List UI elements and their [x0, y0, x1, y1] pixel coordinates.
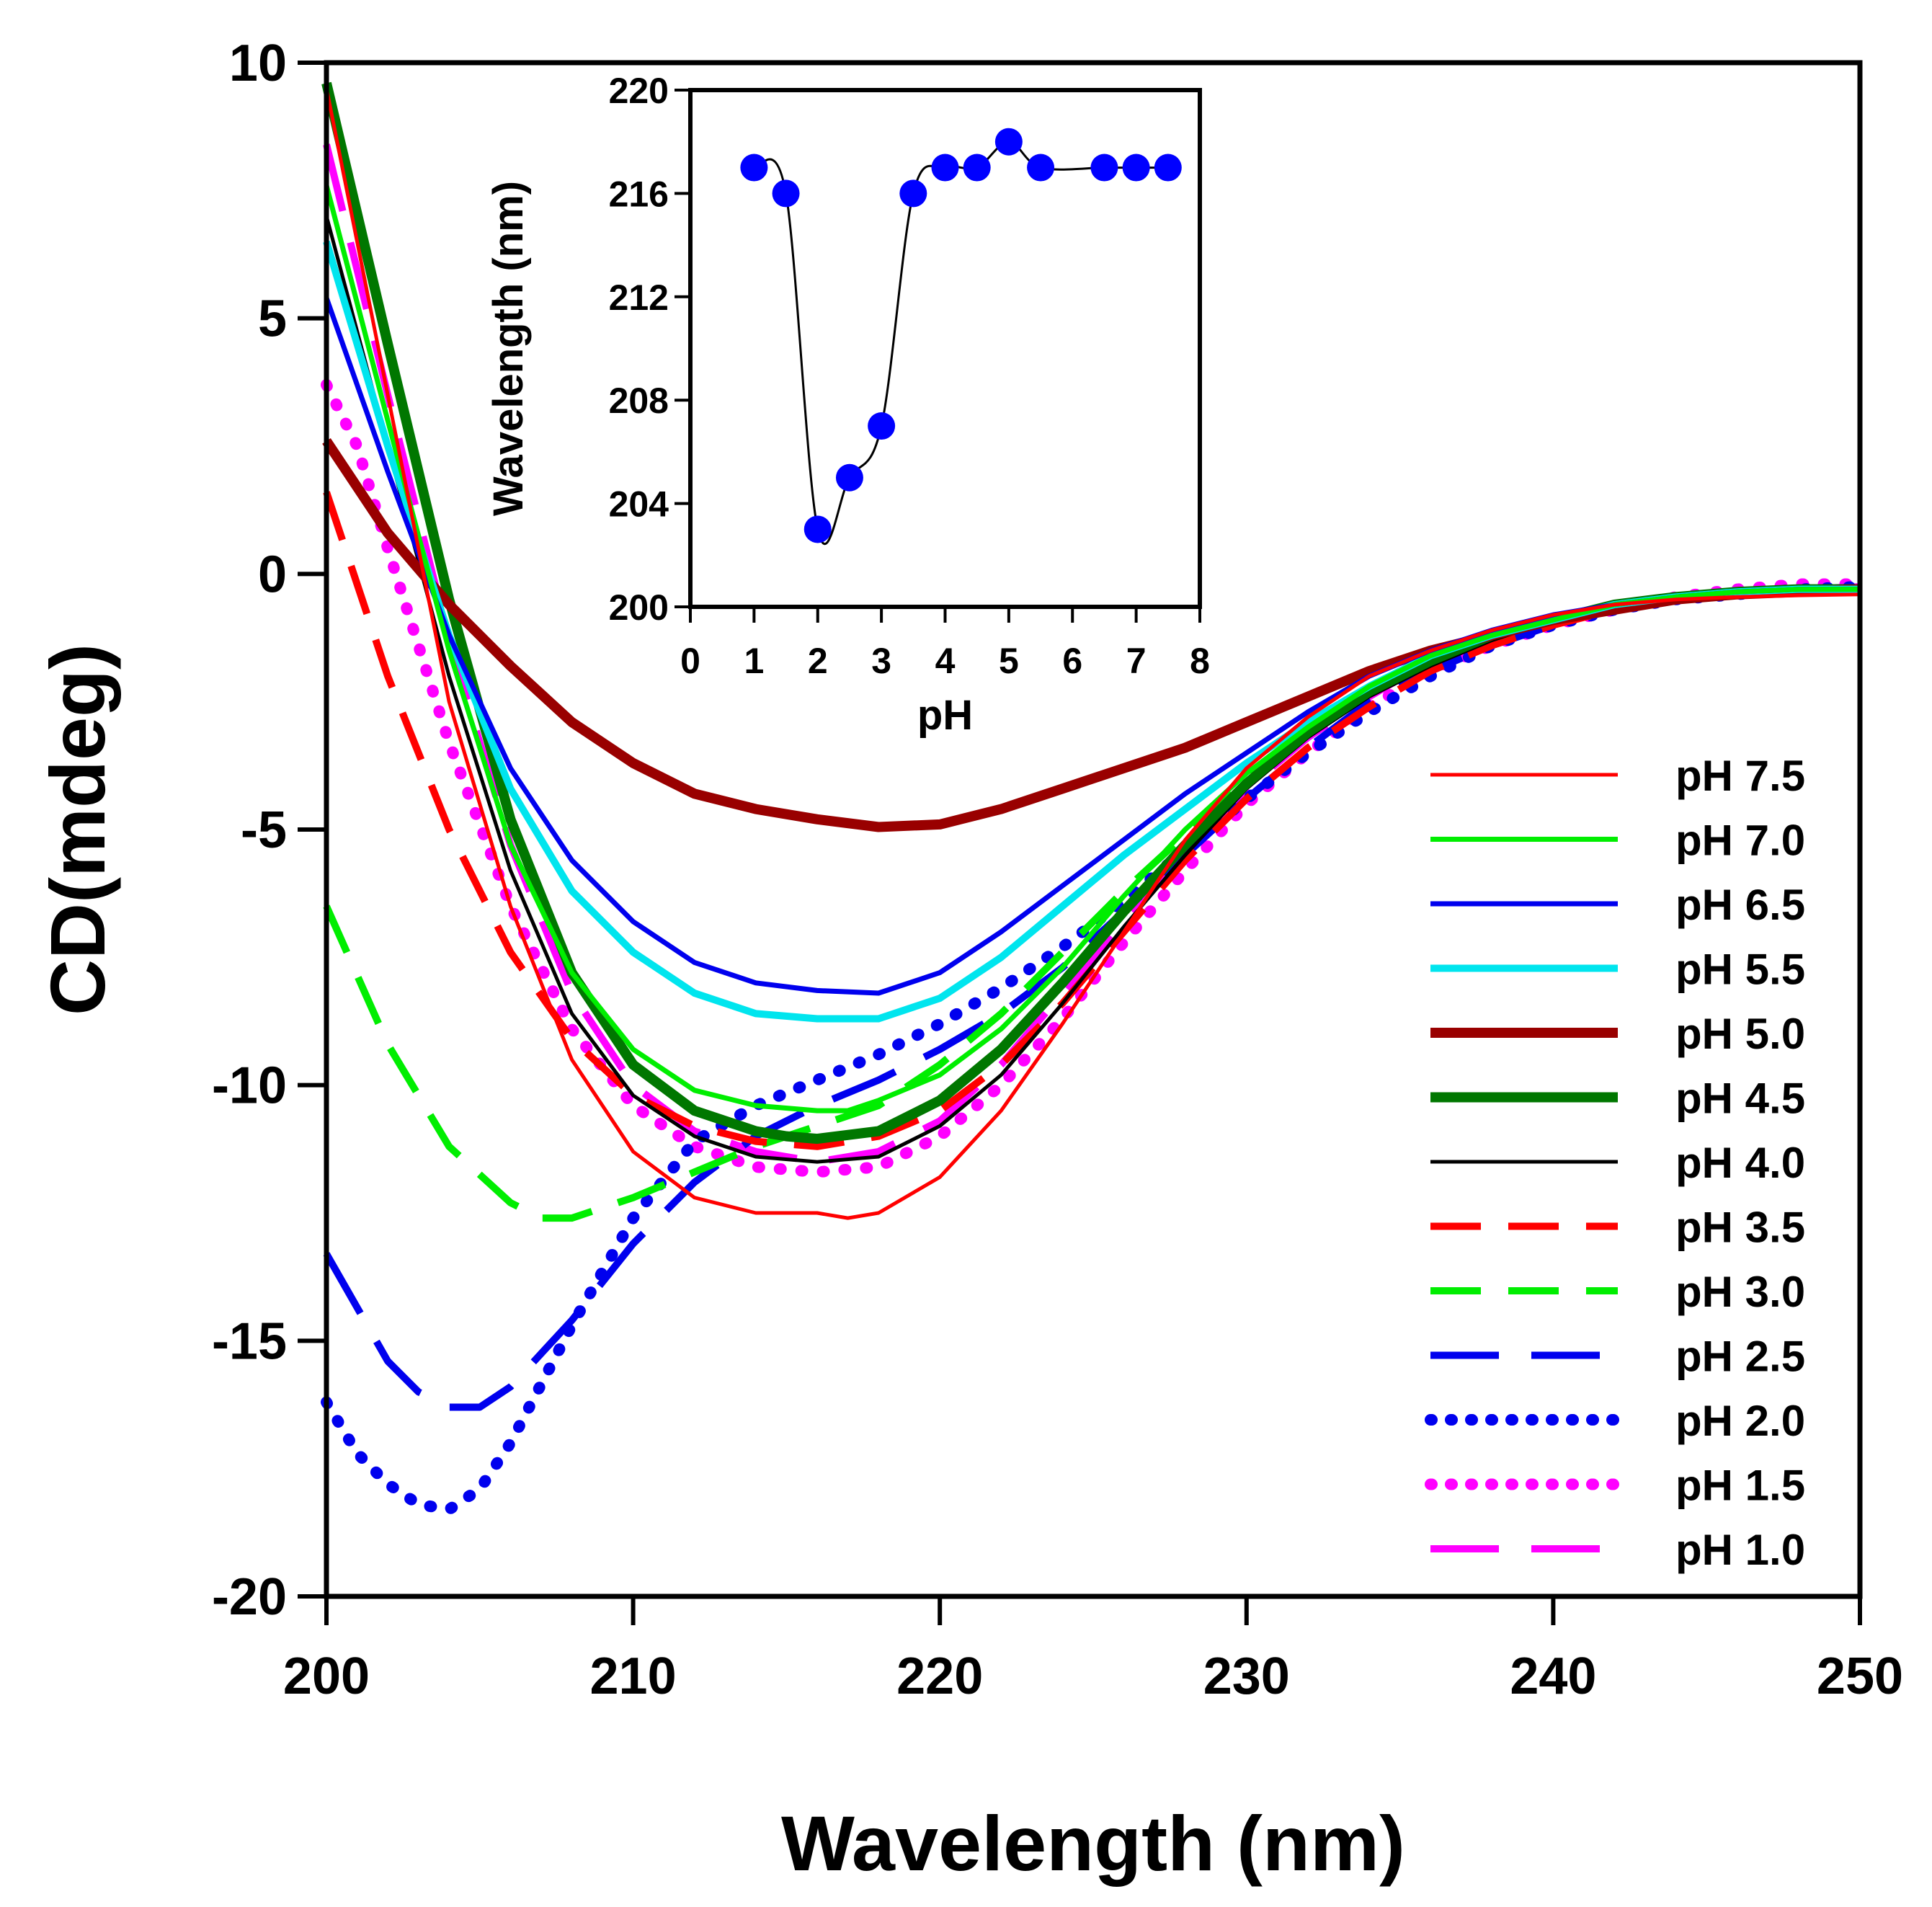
- inset-data-point: [931, 154, 959, 182]
- inset-data-point: [740, 154, 768, 182]
- inset-x-tick-label: 3: [871, 641, 891, 681]
- legend-label: pH 6.5: [1675, 881, 1805, 929]
- inset-data-point: [835, 463, 863, 492]
- inset-y-tick-label: 220: [609, 71, 669, 111]
- legend-label: pH 2.0: [1675, 1397, 1805, 1445]
- inset-x-tick-label: 6: [1062, 641, 1082, 681]
- y-tick-label: 0: [258, 546, 287, 603]
- inset-data-point: [1027, 154, 1055, 182]
- y-tick-label: -10: [212, 1057, 287, 1115]
- legend-label: pH 2.5: [1675, 1333, 1805, 1381]
- inset-y-axis-label: Wavelength (nm): [485, 181, 532, 516]
- inset-data-point: [963, 154, 991, 182]
- y-tick-label: 10: [229, 35, 287, 92]
- inset-y-tick-label: 216: [609, 174, 669, 214]
- inset-x-tick-label: 7: [1126, 641, 1147, 681]
- inset-x-tick-label: 1: [744, 641, 764, 681]
- inset-data-point: [1122, 154, 1150, 182]
- y-tick-label: -20: [212, 1568, 287, 1626]
- y-tick-label: 5: [258, 290, 287, 348]
- legend-label: pH 7.5: [1675, 752, 1805, 800]
- series-line-ph-2-5: [323, 585, 1861, 1411]
- legend-label: pH 7.0: [1675, 817, 1805, 865]
- x-tick-label: 230: [1203, 1648, 1290, 1705]
- y-axis-label: CD(mdeg): [34, 644, 121, 1015]
- inset-data-point: [899, 179, 927, 208]
- series-line-ph-7-5: [324, 88, 1861, 1220]
- inset-x-tick-label: 5: [999, 641, 1019, 681]
- y-tick-label: -5: [241, 801, 287, 859]
- inset-y-tick-label: 208: [609, 381, 669, 421]
- inset-y-tick-label: 200: [609, 587, 669, 628]
- legend-label: pH 4.0: [1675, 1139, 1805, 1187]
- inset-trend-line: [753, 141, 1168, 546]
- inset-y-tick-label: 212: [609, 277, 669, 318]
- series-line-ph-3-0: [323, 585, 1861, 1222]
- legend-label: pH 5.0: [1675, 1010, 1805, 1058]
- x-tick-label: 250: [1817, 1648, 1903, 1705]
- y-tick-label: -15: [212, 1312, 287, 1370]
- inset-data-point: [868, 412, 896, 440]
- legend-label: pH 3.5: [1675, 1204, 1805, 1252]
- x-tick-label: 220: [896, 1648, 983, 1705]
- inset-y-tick-label: 204: [609, 484, 669, 525]
- legend-label: pH 4.5: [1675, 1075, 1805, 1123]
- inset-data-point: [803, 515, 832, 543]
- legend-label: pH 1.0: [1675, 1526, 1805, 1574]
- inset-x-tick-label: 0: [680, 641, 700, 681]
- legend-label: pH 1.5: [1675, 1462, 1805, 1510]
- series-line-ph-1-0: [323, 143, 1861, 1166]
- x-tick-label: 210: [590, 1648, 677, 1705]
- inset-data-point: [1090, 154, 1118, 182]
- inset-x-tick-label: 2: [808, 641, 828, 681]
- inset-x-axis-label: pH: [917, 692, 973, 739]
- series-line-ph-5-0: [322, 438, 1861, 832]
- x-tick-label: 240: [1510, 1648, 1596, 1705]
- legend-box: [1409, 742, 1834, 1593]
- inset-data-point: [994, 128, 1023, 156]
- x-axis-label: Wavelength (nm): [781, 1800, 1405, 1887]
- inset-x-tick-label: 8: [1190, 641, 1210, 681]
- x-tick-label: 200: [283, 1648, 370, 1705]
- inset-data-point: [772, 179, 800, 208]
- series-group: [321, 81, 1866, 1516]
- legend-label: pH 5.5: [1675, 946, 1805, 994]
- legend-label: pH 3.0: [1675, 1268, 1805, 1316]
- inset-data-point: [1154, 154, 1182, 182]
- inset-x-tick-label: 4: [935, 641, 956, 681]
